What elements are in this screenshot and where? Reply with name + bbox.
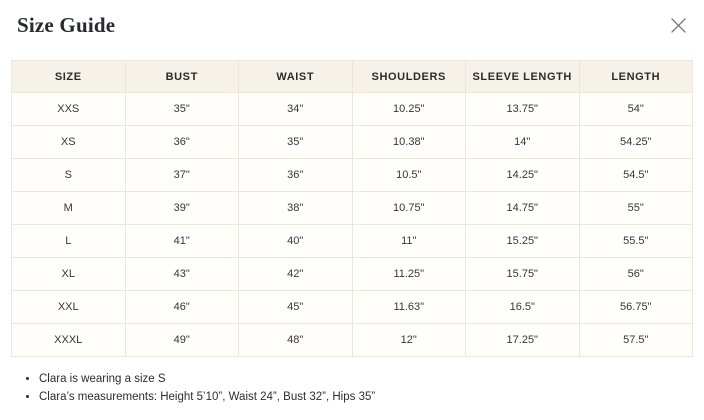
table-header-row: SIZE BUST WAIST SHOULDERS SLEEVE LENGTH LENGT… [11,60,693,93]
measurement-cell: 45" [238,290,353,324]
measurement-cell: 56" [578,257,693,291]
measurement-cell: 54.5" [578,158,693,192]
measurement-cell: 41" [124,224,239,258]
size-cell: M [11,191,126,225]
measurement-cell: 38" [238,191,353,225]
measurement-cell: 40" [238,224,353,258]
size-chart-table: SIZE BUST WAIST SHOULDERS SLEEVE LENGTH LENGT… [11,60,693,357]
measurement-cell: 46" [124,290,239,324]
size-cell: XL [11,257,126,291]
table-row: XXS 35" 34" 10.25" 13.75" 54" [11,92,693,126]
size-cell: XXXL [11,323,126,357]
measurement-cell: 16.5" [465,290,580,324]
column-header: LENGTH [578,60,693,93]
table-row: L 41" 40" 11" 15.25" 55.5" [11,224,693,258]
measurement-cell: 11" [351,224,466,258]
measurement-cell: 56.75" [578,290,693,324]
measurement-cell: 15.75" [465,257,580,291]
modal-header: Size Guide [11,13,693,37]
measurement-cell: 36" [124,125,239,159]
measurement-cell: 34" [238,92,353,126]
page-title: Size Guide [17,13,116,37]
column-header: SLEEVE LENGTH [465,60,580,93]
measurement-cell: 48" [238,323,353,357]
measurement-cell: 43" [124,257,239,291]
measurement-cell: 10.38" [351,125,466,159]
measurement-cell: 39" [124,191,239,225]
size-cell: XXS [11,92,126,126]
measurement-cell: 13.75" [465,92,580,126]
column-header: SHOULDERS [351,60,466,93]
table-row: S 37" 36" 10.5" 14.25" 54.5" [11,158,693,192]
table-body: XXS 35" 34" 10.25" 13.75" 54" XS 36" 35" 10.38" 14… [11,92,693,357]
measurement-cell: 36" [238,158,353,192]
note-item: Clara is wearing a size S [39,370,693,388]
measurement-cell: 54" [578,92,693,126]
measurement-cell: 54.25" [578,125,693,159]
measurement-cell: 12" [351,323,466,357]
table-row: XXXL 49" 48" 12" 17.25" 57.5" [11,323,693,357]
measurement-cell: 11.63" [351,290,466,324]
measurement-cell: 17.25" [465,323,580,357]
size-cell: XXL [11,290,126,324]
measurement-cell: 42" [238,257,353,291]
measurement-cell: 10.75" [351,191,466,225]
table-row: XXL 46" 45" 11.63" 16.5" 56.75" [11,290,693,324]
close-icon [671,18,686,33]
measurement-cell: 10.5" [351,158,466,192]
measurement-cell: 10.25" [351,92,466,126]
notes-list: Clara is wearing a size SClara’s measure… [39,370,693,406]
table-row: XL 43" 42" 11.25" 15.75" 56" [11,257,693,291]
measurement-cell: 11.25" [351,257,466,291]
measurement-cell: 55" [578,191,693,225]
measurement-cell: 49" [124,323,239,357]
table-row: XS 36" 35" 10.38" 14" 54.25" [11,125,693,159]
measurement-cell: 37" [124,158,239,192]
note-item: Clara’s measurements: Height 5’10”, Wais… [39,388,693,406]
column-header: WAIST [238,60,353,93]
measurement-cell: 14.75" [465,191,580,225]
measurement-cell: 35" [124,92,239,126]
measurement-cell: 14.25" [465,158,580,192]
size-cell: S [11,158,126,192]
close-button[interactable] [668,15,689,36]
column-header: BUST [124,60,239,93]
column-header: SIZE [11,60,126,93]
measurement-cell: 35" [238,125,353,159]
measurement-cell: 14" [465,125,580,159]
size-cell: XS [11,125,126,159]
table-head: SIZE BUST WAIST SHOULDERS SLEEVE LENGTH LENGT… [11,60,693,93]
measurement-cell: 57.5" [578,323,693,357]
measurement-cell: 15.25" [465,224,580,258]
table-row: M 39" 38" 10.75" 14.75" 55" [11,191,693,225]
measurement-cell: 55.5" [578,224,693,258]
size-cell: L [11,224,126,258]
